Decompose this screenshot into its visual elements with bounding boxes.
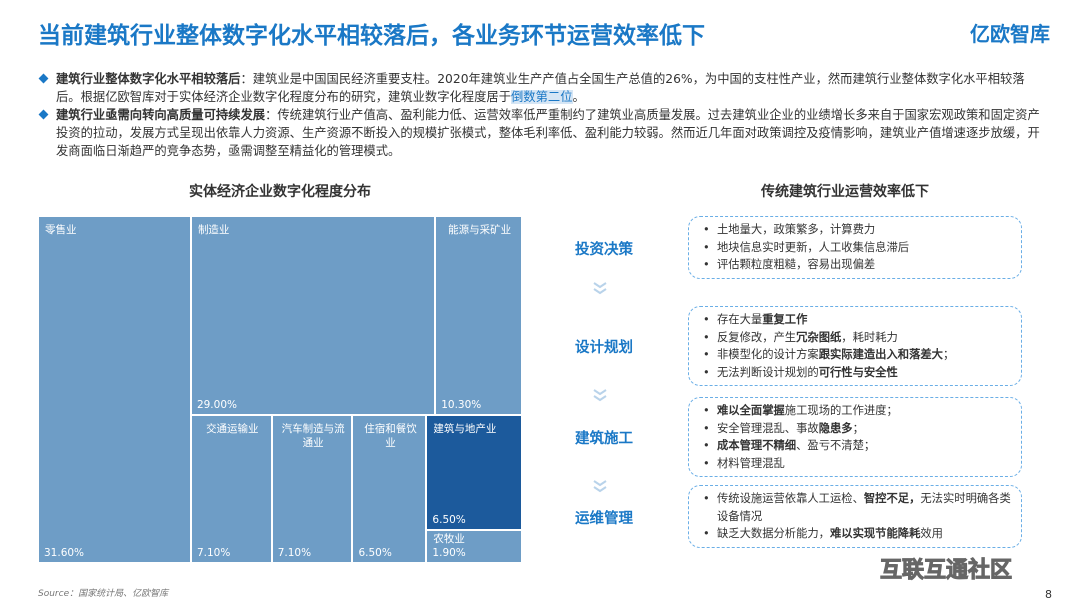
tile-label: 能源与采矿业 [448,224,512,236]
stage-item: 成本管理不精细、盈亏不清楚； [703,437,1011,455]
text-run: 建筑行业亟需向转向高质量可持续发展 [56,108,266,122]
text-run: 隐患多 [818,421,853,435]
stage-label: 运维管理 [575,510,633,527]
text-run: ； [852,421,864,435]
tile-label: 农牧业 [433,532,465,545]
text-run: 倒数第二位 [511,90,573,104]
text-run: 可行性与安全性 [818,365,898,379]
text-run: 传统设施运营依靠人工运检、 [717,492,864,505]
stage-item: 无法判断设计规划的可行性与安全性 [703,364,1011,382]
treemap-tile: 住宿和餐饮业 6.50% [352,415,427,563]
treemap-tile: 制造业 29.00% [190,216,436,416]
text-run: 非模型化的设计方案 [717,348,819,361]
tile-value: 29.00% [196,399,237,412]
text-run: 施工现场的工作进度； [784,404,898,417]
treemap-tile: 建筑与地产业 6.50% [426,415,522,530]
tile-label: 交通运输业 [206,423,259,436]
text-run: 缺乏大数据分析能力， [717,527,830,540]
stage-item: 存在大量重复工作 [703,311,1011,329]
tile-value: 31.60% [44,547,85,559]
stage-item: 反复修改，产生冗杂图纸，耗时耗力 [703,329,1011,347]
stage-label: 建筑施工 [575,431,633,447]
stage-label: 投资决策 [575,241,633,258]
stage-item: 评估颗粒度粗糙，容易出现偏差 [703,256,1011,274]
text-run: ：建筑业是中国国民经济重要支柱。2020年建筑业生产产值占全国生产总值的26%，… [56,72,1025,104]
stage-item: 土地量大，政策繁多，计算费力 [703,221,1011,239]
stage-box: 传统设施运营依靠人工运检、智控不足，无法实时明确各类设备情况缺乏大数据分析能力，… [688,485,1022,548]
tile-value: 7.10% [196,546,231,559]
chevron [593,480,607,493]
chevron [593,389,607,402]
text-run: ，耗时耗力 [841,330,898,344]
text-run: 评估颗粒度粗糙，容易出现偏差 [717,258,876,271]
tile-value: 7.10% [277,546,312,559]
text-run: 反复修改，产生 [717,330,797,344]
text-run: 重复工作 [762,313,808,326]
chevron [593,282,607,295]
bullet-list: 建筑行业整体数字化水平相较落后：建筑业是中国国民经济重要支柱。2020年建筑业生… [38,70,1048,160]
text-run: 无法实时明确各类设备情况 [717,492,1011,523]
text-run: 跟实际建造出入和落差大 [818,348,943,361]
tile-label: 住宿和餐饮业 [364,423,417,450]
text-run: ：传统建筑行业产值高、盈利能力低、运营效率低严重制约了建筑业高质量发展。过去建筑… [56,108,1040,158]
text-run: 难以全面掌握 [717,404,785,417]
stage-item: 难以全面掌握施工现场的工作进度； [703,402,1011,420]
tile-label: 制造业 [197,224,230,236]
text-run: 地块信息实时更新，人工收集信息滞后 [717,240,910,254]
tile-label: 汽车制造与流通业 [281,423,345,450]
text-run: 冗杂图纸 [796,330,842,344]
text-run: 效用 [920,527,943,540]
text-run: 存在大量 [717,313,763,326]
text-run: 、盈亏不清楚； [796,439,876,452]
text-run: 安全管理混乱、事故 [717,421,819,435]
bullet: 建筑行业亟需向转向高质量可持续发展：传统建筑行业产值高、盈利能力低、运营效率低严… [38,106,1048,160]
stage-item: 安全管理混乱、事故隐患多； [703,420,1011,438]
tile-value: 6.50% [358,546,392,559]
stage-label: 设计规划 [575,340,633,356]
tile-value: 10.30% [441,399,482,412]
text-run: 土地量大，政策繁多，计算费力 [717,223,876,236]
text-run: 。 [572,90,585,104]
tile-value: 1.90% [432,546,466,559]
watermark: 互联互通社区 [879,558,1013,584]
treemap-tile: 交通运输业 7.10% [190,415,272,563]
stage-item: 材料管理混乱 [703,455,1011,473]
tile-label: 建筑与地产业 [433,423,497,436]
treemap-tile: 零售业 31.60% [38,216,191,563]
source: Source：国家统计局、亿欧智库 [38,589,169,599]
treemap-tile: 农牧业 1.90% [426,529,522,563]
page-number: 8 [1045,588,1052,601]
logo: 亿欧智库 [970,22,1050,46]
text-run: 建筑行业整体数字化水平相较落后 [56,72,241,86]
stage-box: 存在大量重复工作反复修改，产生冗杂图纸，耗时耗力非模型化的设计方案跟实际建造出入… [688,306,1022,386]
text-run: ； [942,348,955,361]
text-run: 成本管理不精细 [717,439,797,452]
treemap-tile: 汽车制造与流通业 7.10% [271,415,353,563]
stage-box: 土地量大，政策繁多，计算费力地块信息实时更新，人工收集信息滞后评估颗粒度粗糙，容… [688,216,1022,279]
stage-item: 地块信息实时更新，人工收集信息滞后 [703,239,1011,257]
text-run: 无法判断设计规划的 [717,365,819,379]
text-run: 智控不足， [863,492,921,505]
stage-box: 难以全面掌握施工现场的工作进度；安全管理混乱、事故隐患多；成本管理不精细、盈亏不… [688,397,1022,477]
tile-label: 零售业 [45,224,77,236]
stage-item: 缺乏大数据分析能力，难以实现节能降耗效用 [703,525,1011,543]
text-run: 难以实现节能降耗 [829,527,921,540]
tile-value: 6.50% [432,513,466,526]
chart-title: 实体经济企业数字化程度分布 [189,184,371,200]
process-title: 传统建筑行业运营效率低下 [761,184,929,200]
bullet: 建筑行业整体数字化水平相较落后：建筑业是中国国民经济重要支柱。2020年建筑业生… [38,70,1048,106]
stage-item: 非模型化的设计方案跟实际建造出入和落差大； [703,346,1011,364]
stage-item: 传统设施运营依靠人工运检、智控不足，无法实时明确各类设备情况 [703,490,1011,525]
treemap-tile: 能源与采矿业 10.30% [435,216,522,416]
treemap: 零售业 31.60% 制造业 29.00% 能源与采矿业 10.30% 交通运输业 7.10%… [38,216,522,563]
text-run: 材料管理混乱 [717,456,785,470]
slide-title: 当前建筑行业整体数字化水平相较落后，各业务环节运营效率低下 [38,23,705,49]
